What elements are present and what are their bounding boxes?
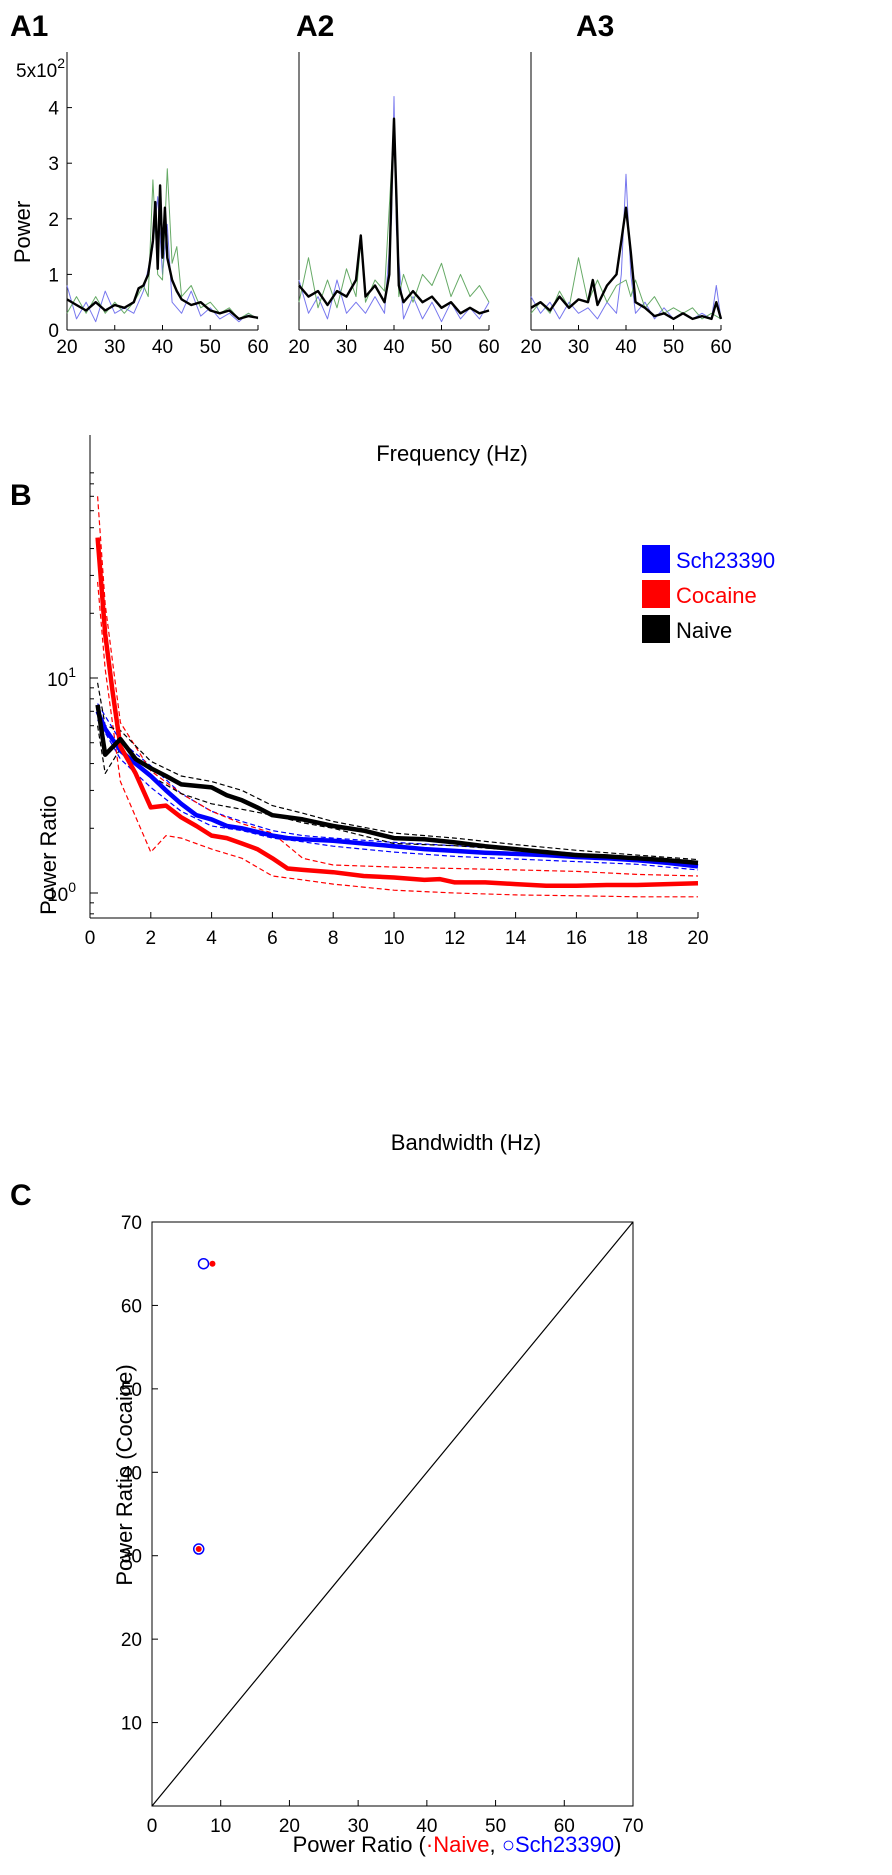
data-point-naive (195, 1546, 202, 1553)
legend-label-naive: Naive (676, 618, 732, 643)
series-line-naive-mean (298, 117, 490, 315)
panel-label-c: C (10, 1179, 32, 1212)
scatter-x-axis-label: Power Ratio (·Naive, ○Sch23390) (293, 1832, 622, 1857)
series-line-naive-ci-lower (97, 725, 699, 865)
x-tick-label: 16 (566, 928, 587, 949)
x-tick-label: 4 (206, 928, 217, 949)
x-tick-label: 30 (568, 337, 589, 358)
x-tick-label: 0 (147, 1816, 158, 1837)
y-tick-label: 30 (121, 1547, 142, 1568)
x-tick-label: 60 (710, 337, 731, 358)
plot-frame (151, 1221, 634, 1807)
legend-swatch-sch23390 (642, 545, 670, 573)
x-tick-label: 50 (200, 337, 221, 358)
data-point-sch23390 (197, 1257, 210, 1270)
x-tick-label: 20 (520, 337, 541, 358)
x-tick-label: 40 (152, 337, 173, 358)
series-line-naive-mean (530, 206, 723, 321)
x-tick-label: 50 (663, 337, 684, 358)
series-line-cocaine-trace (530, 257, 722, 320)
series-line-cocaine-ci-lower (97, 581, 698, 898)
x-tick-label: 30 (348, 1816, 369, 1837)
y-tick-label: 3 (48, 154, 59, 175)
panel-label-a3: A3 (576, 10, 614, 43)
x-tick-label: 12 (444, 928, 465, 949)
x-tick-label: 70 (622, 1816, 643, 1837)
identity-line (151, 1221, 634, 1807)
power-scale-prefix: 5x102 (16, 55, 65, 82)
spectrum-panel-a2: 20 30 40 50 60 (288, 52, 500, 358)
x-tick-label: 40 (383, 337, 404, 358)
x-tick-label: 40 (416, 1816, 437, 1837)
y-tick-label: 10 (121, 1714, 142, 1735)
frequency-axis-label: Frequency (Hz) (376, 441, 528, 466)
y-tick-label: 60 (121, 1296, 142, 1317)
x-tick-label: 60 (478, 337, 499, 358)
x-tick-label: 6 (267, 928, 278, 949)
spectra-panels: 20 30 40 50 60 0 1 2 3 4 20 30 40 50 60 20 30 40 50 60 (48, 52, 732, 358)
series-line-sch23390 (95, 710, 699, 869)
data-point-sch23390 (192, 1543, 205, 1555)
y-tick-label: 50 (121, 1380, 142, 1401)
y-tick-label: 40 (121, 1463, 142, 1484)
power-axis-label: Power (10, 201, 35, 263)
x-tick-label: 20 (279, 1816, 300, 1837)
y-tick-label: 1 (48, 265, 59, 286)
x-tick-label: 2 (146, 928, 157, 949)
x-tick-label: 8 (328, 928, 339, 949)
series-line-cocaine (95, 537, 699, 889)
y-tick-label: 2 (48, 210, 59, 231)
x-tick-label: 0 (85, 928, 96, 949)
panel-label-b: B (10, 479, 32, 512)
series-line-sch23390-ci-lower (97, 719, 699, 871)
y-tick-label: 4 (48, 99, 59, 120)
y-tick-label: 20 (121, 1630, 142, 1651)
x-tick-label: 30 (104, 337, 125, 358)
legend-label-sch23390: Sch23390 (676, 548, 775, 573)
power-ratio-axis-label: Power Ratio (36, 795, 61, 915)
x-tick-label: 20 (56, 337, 77, 358)
spectrum-panel-a1: 20 30 40 50 60 0 1 2 3 4 (48, 52, 269, 358)
spectrum-panel-a3: 20 30 40 50 60 (520, 52, 732, 358)
x-tick-label: 60 (554, 1816, 575, 1837)
y-tick-label: 100 (47, 879, 76, 906)
x-tick-label: 40 (615, 337, 636, 358)
legend: Sch23390 Cocaine Naive (642, 545, 775, 643)
bandwidth-axis-label: Bandwidth (Hz) (391, 1130, 541, 1155)
x-tick-label: 10 (210, 1816, 231, 1837)
x-tick-label: 18 (627, 928, 648, 949)
y-tick-label: 0 (48, 321, 59, 342)
legend-label-cocaine: Cocaine (676, 583, 757, 608)
series-line-naive-mean (66, 184, 259, 321)
y-tick-label: 101 (47, 664, 76, 691)
x-tick-label: 20 (288, 337, 309, 358)
data-point-naive (209, 1260, 216, 1267)
bandwidth-chart: 0 2 4 6 8 10 12 14 16 18 20 100 101 (47, 435, 709, 949)
x-tick-label: 50 (431, 337, 452, 358)
x-tick-label: 14 (505, 928, 527, 949)
series-line-naive (95, 704, 699, 866)
x-tick-label: 20 (687, 928, 708, 949)
x-tick-label: 60 (247, 337, 268, 358)
legend-swatch-cocaine (642, 580, 670, 608)
x-tick-label: 50 (485, 1816, 506, 1837)
x-tick-label: 10 (383, 928, 404, 949)
legend-swatch-naive (642, 615, 670, 643)
panel-label-a1: A1 (10, 10, 48, 43)
scatter-chart: 0 10 20 30 40 50 60 70 10 20 30 40 50 60 70 (121, 1213, 644, 1837)
panel-label-a2: A2 (296, 10, 334, 43)
y-tick-label: 70 (121, 1213, 142, 1234)
cocaine-axis-label: Power Ratio (Cocaine) (112, 1364, 137, 1585)
x-tick-label: 30 (336, 337, 357, 358)
series-line-sch23390-trace (298, 96, 490, 323)
series-line-naive-ci-upper (97, 682, 699, 861)
